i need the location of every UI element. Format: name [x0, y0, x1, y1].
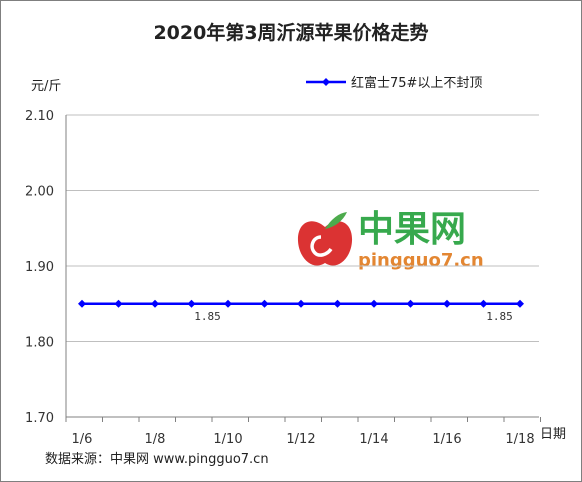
x-tick-label: 1/18: [505, 432, 534, 447]
data-point: [370, 299, 378, 308]
data-point: [114, 299, 123, 308]
legend-marker: [322, 78, 330, 86]
x-tick-label: 1/10: [213, 432, 242, 447]
x-tick-label: 1/8: [145, 432, 166, 447]
data-point: [297, 299, 305, 308]
source-note: 数据来源：中果网 www.pingguo7.cn: [45, 452, 269, 467]
data-point: [333, 299, 342, 308]
y-tick-label: 1.90: [25, 260, 54, 275]
y-tick-label: 1.70: [25, 411, 54, 426]
x-tick-label: 1/16: [432, 432, 461, 447]
data-point: [260, 299, 269, 308]
axes: [65, 115, 541, 422]
legend-label: 红富士75#以上不封顶: [351, 75, 482, 91]
apple-icon: [297, 212, 353, 266]
data-label: 1.85: [194, 310, 221, 323]
x-tick-label: 1/14: [359, 432, 388, 447]
watermark-url: pingguo7.cn: [358, 250, 484, 271]
y-tick-label: 2.10: [25, 109, 54, 124]
data-point: [479, 299, 488, 308]
data-point: [78, 299, 86, 308]
data-point: [406, 299, 415, 308]
data-point: [516, 299, 524, 308]
data-point: [443, 299, 451, 308]
data-point: [224, 299, 232, 308]
y-tick-label: 2.00: [25, 185, 54, 200]
watermark-logo: 中果网 pingguo7.cn: [297, 209, 484, 271]
watermark-brand: 中果网: [358, 209, 466, 250]
data-point: [187, 299, 196, 308]
grid-lines: [66, 114, 539, 342]
data-point: [151, 299, 159, 308]
x-tick-label: 1/12: [286, 432, 315, 447]
x-tick-label: 1/6: [72, 432, 93, 447]
series-layer: [78, 299, 524, 308]
y-axis-label: 元/斤: [31, 79, 61, 94]
data-label: 1.85: [486, 310, 513, 323]
y-tick-labels: 1.70 1.80 1.90 2.00 2.10: [25, 109, 54, 426]
x-tick-labels: 1/6 1/8 1/10 1/12 1/14 1/16 1/18: [72, 432, 535, 447]
x-axis-label: 日期: [540, 427, 566, 442]
y-tick-label: 1.80: [25, 336, 54, 351]
data-labels: 1.85 1.85: [194, 310, 513, 323]
legend: 红富士75#以上不封顶: [306, 75, 482, 91]
chart-title: 2020年第3周沂源苹果价格走势: [153, 21, 428, 44]
